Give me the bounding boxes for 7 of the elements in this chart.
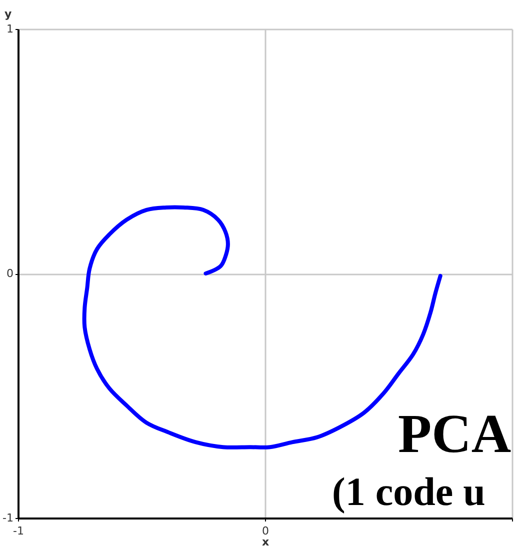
y-tick-label: -1 (2, 512, 14, 524)
x-axis-title: x (262, 536, 270, 547)
y-tick-label: 0 (6, 267, 14, 280)
y-axis-title: y (4, 8, 12, 20)
y-tick-label: 1 (6, 22, 14, 36)
annotation: PCA (398, 403, 512, 464)
annotation: (1 code u (332, 469, 486, 514)
